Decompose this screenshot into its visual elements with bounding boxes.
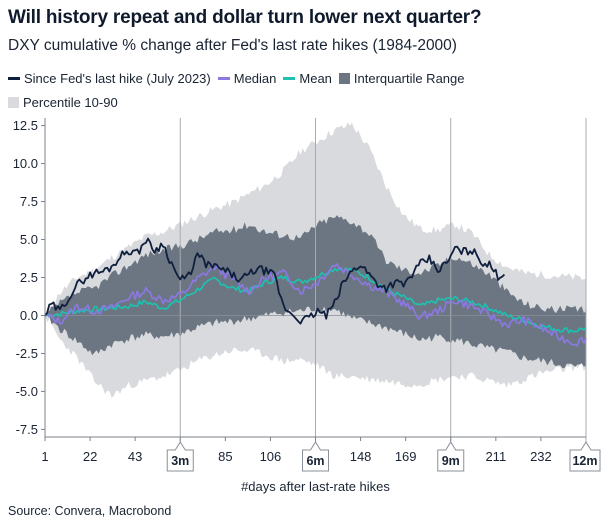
chart-legend: Since Fed's last hike (July 2023) Median… <box>8 68 528 116</box>
x-axis-label: #days after last-rate hikes <box>241 479 390 494</box>
legend-item-p10-90[interactable]: Percentile 10-90 <box>8 95 118 110</box>
annotation-callout-9m: 9m <box>437 441 465 472</box>
y-tick-label: 10.0 <box>13 156 38 171</box>
x-tick-label: 22 <box>83 449 97 464</box>
legend-item-median[interactable]: Median <box>217 70 277 86</box>
legend-swatch-mean <box>283 76 296 80</box>
annotation-callout-6m: 6m <box>302 441 329 472</box>
y-tick-label: -2.5 <box>16 346 38 361</box>
y-tick-label: -7.5 <box>16 422 38 437</box>
annotation-box <box>569 441 601 472</box>
y-tick-label: 2.5 <box>20 270 38 285</box>
annotation-callout-12m: 12m <box>569 441 601 472</box>
annotation-label: 12m <box>572 454 597 468</box>
chart-subtitle: DXY cumulative % change after Fed's last… <box>8 37 457 54</box>
x-tick-label: 43 <box>128 449 142 464</box>
y-tick-label: 5.0 <box>20 232 38 247</box>
annotation-box <box>166 441 194 472</box>
annotation-callout-3m: 3m <box>166 441 194 472</box>
x-tick-label: 1 <box>41 449 48 464</box>
series-line-mean <box>44 267 587 334</box>
x-tick-label: 148 <box>350 449 372 464</box>
y-tick-label: 12.5 <box>13 118 38 133</box>
legend-swatch-since-hike <box>8 76 20 80</box>
x-tick-label: 211 <box>485 449 506 464</box>
legend-label-iqr: Interquartile Range <box>353 70 465 86</box>
annotation-box <box>437 441 465 472</box>
chart-title: Will history repeat and dollar turn lowe… <box>8 7 482 28</box>
legend-label-mean: Mean <box>299 70 332 86</box>
y-tick-label: 0.0 <box>20 308 38 323</box>
legend-label-p10-90: Percentile 10-90 <box>23 94 118 110</box>
x-tick-label: 232 <box>530 449 552 464</box>
legend-swatch-median <box>217 76 230 80</box>
annotation-label: 6m <box>306 454 324 468</box>
legend-swatch-iqr <box>338 72 350 84</box>
annotation-label: 9m <box>442 454 460 468</box>
legend-item-iqr[interactable]: Interquartile Range <box>338 70 465 86</box>
y-tick-label: -5.0 <box>16 384 38 399</box>
legend-item-mean[interactable]: Mean <box>283 71 332 86</box>
legend-item-since-hike[interactable]: Since Fed's last hike (July 2023) <box>8 71 211 86</box>
x-tick-label: 169 <box>395 449 417 464</box>
legend-label-since-hike: Since Fed's last hike (July 2023) <box>24 70 211 86</box>
legend-label-median: Median <box>233 70 277 86</box>
legend-swatch-p10-90 <box>8 96 19 108</box>
annotation-box <box>302 441 329 472</box>
x-tick-label: 106 <box>260 449 282 464</box>
y-tick-label: 7.5 <box>20 194 38 209</box>
source-note: Source: Convera, Macrobond <box>8 504 172 518</box>
series-line-median <box>44 263 587 347</box>
series-line-since-hike <box>44 237 506 325</box>
annotation-label: 3m <box>171 454 189 468</box>
x-tick-label: 85 <box>218 449 232 464</box>
